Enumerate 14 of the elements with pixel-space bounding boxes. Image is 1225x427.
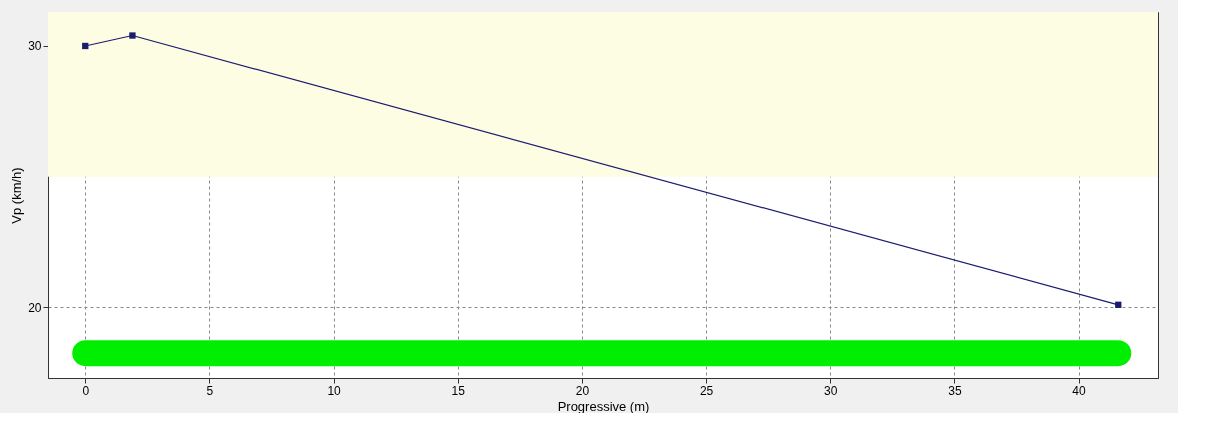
x-tick-label: 30: [824, 383, 838, 398]
x-tick-label: 0: [82, 383, 90, 398]
x-tick-label: 35: [948, 383, 962, 398]
x-tick-label: 10: [327, 383, 342, 398]
x-tick-label: 20: [575, 383, 590, 398]
x-tick-label: 25: [699, 383, 714, 398]
point: [129, 32, 136, 39]
y-axis-title: Vp (km/h): [9, 167, 25, 224]
point: [1115, 301, 1122, 308]
point: [82, 42, 89, 50]
x-tick-label: 15: [451, 383, 466, 398]
x-tick-label: 5: [206, 383, 214, 398]
x-tick-label: 40: [1072, 383, 1087, 398]
x-axis-title: Progressive (m): [557, 398, 650, 414]
